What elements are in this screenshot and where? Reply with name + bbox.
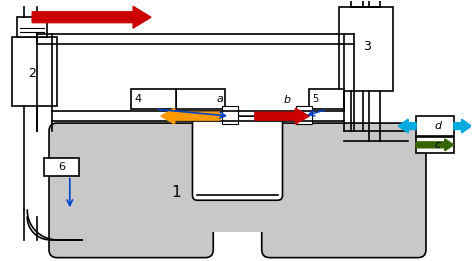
Text: 2: 2 <box>28 67 36 80</box>
Bar <box>44 158 79 175</box>
FancyBboxPatch shape <box>49 123 213 258</box>
Bar <box>309 90 344 109</box>
Text: 3: 3 <box>363 40 371 54</box>
Bar <box>131 90 176 109</box>
Bar <box>416 116 454 136</box>
Bar <box>176 90 225 109</box>
Bar <box>416 137 454 153</box>
Bar <box>339 7 393 91</box>
Bar <box>222 106 238 124</box>
Bar <box>185 149 290 232</box>
Text: c: c <box>435 140 441 150</box>
Text: 5: 5 <box>312 94 319 104</box>
FancyArrow shape <box>416 139 454 151</box>
FancyArrow shape <box>255 108 309 124</box>
FancyArrow shape <box>32 6 151 28</box>
FancyArrow shape <box>161 108 220 124</box>
FancyBboxPatch shape <box>262 123 426 258</box>
Bar <box>351 0 363 7</box>
Bar <box>296 106 312 124</box>
Text: b: b <box>284 95 291 105</box>
FancyArrow shape <box>398 119 416 133</box>
Text: 1: 1 <box>171 185 181 200</box>
FancyArrow shape <box>454 119 472 133</box>
Bar <box>12 37 57 106</box>
Text: 4: 4 <box>134 94 141 104</box>
Bar <box>18 17 47 37</box>
Text: d: d <box>434 121 441 131</box>
Text: a: a <box>217 94 224 104</box>
Bar <box>369 0 381 7</box>
Text: 6: 6 <box>58 162 65 172</box>
FancyBboxPatch shape <box>192 116 283 200</box>
